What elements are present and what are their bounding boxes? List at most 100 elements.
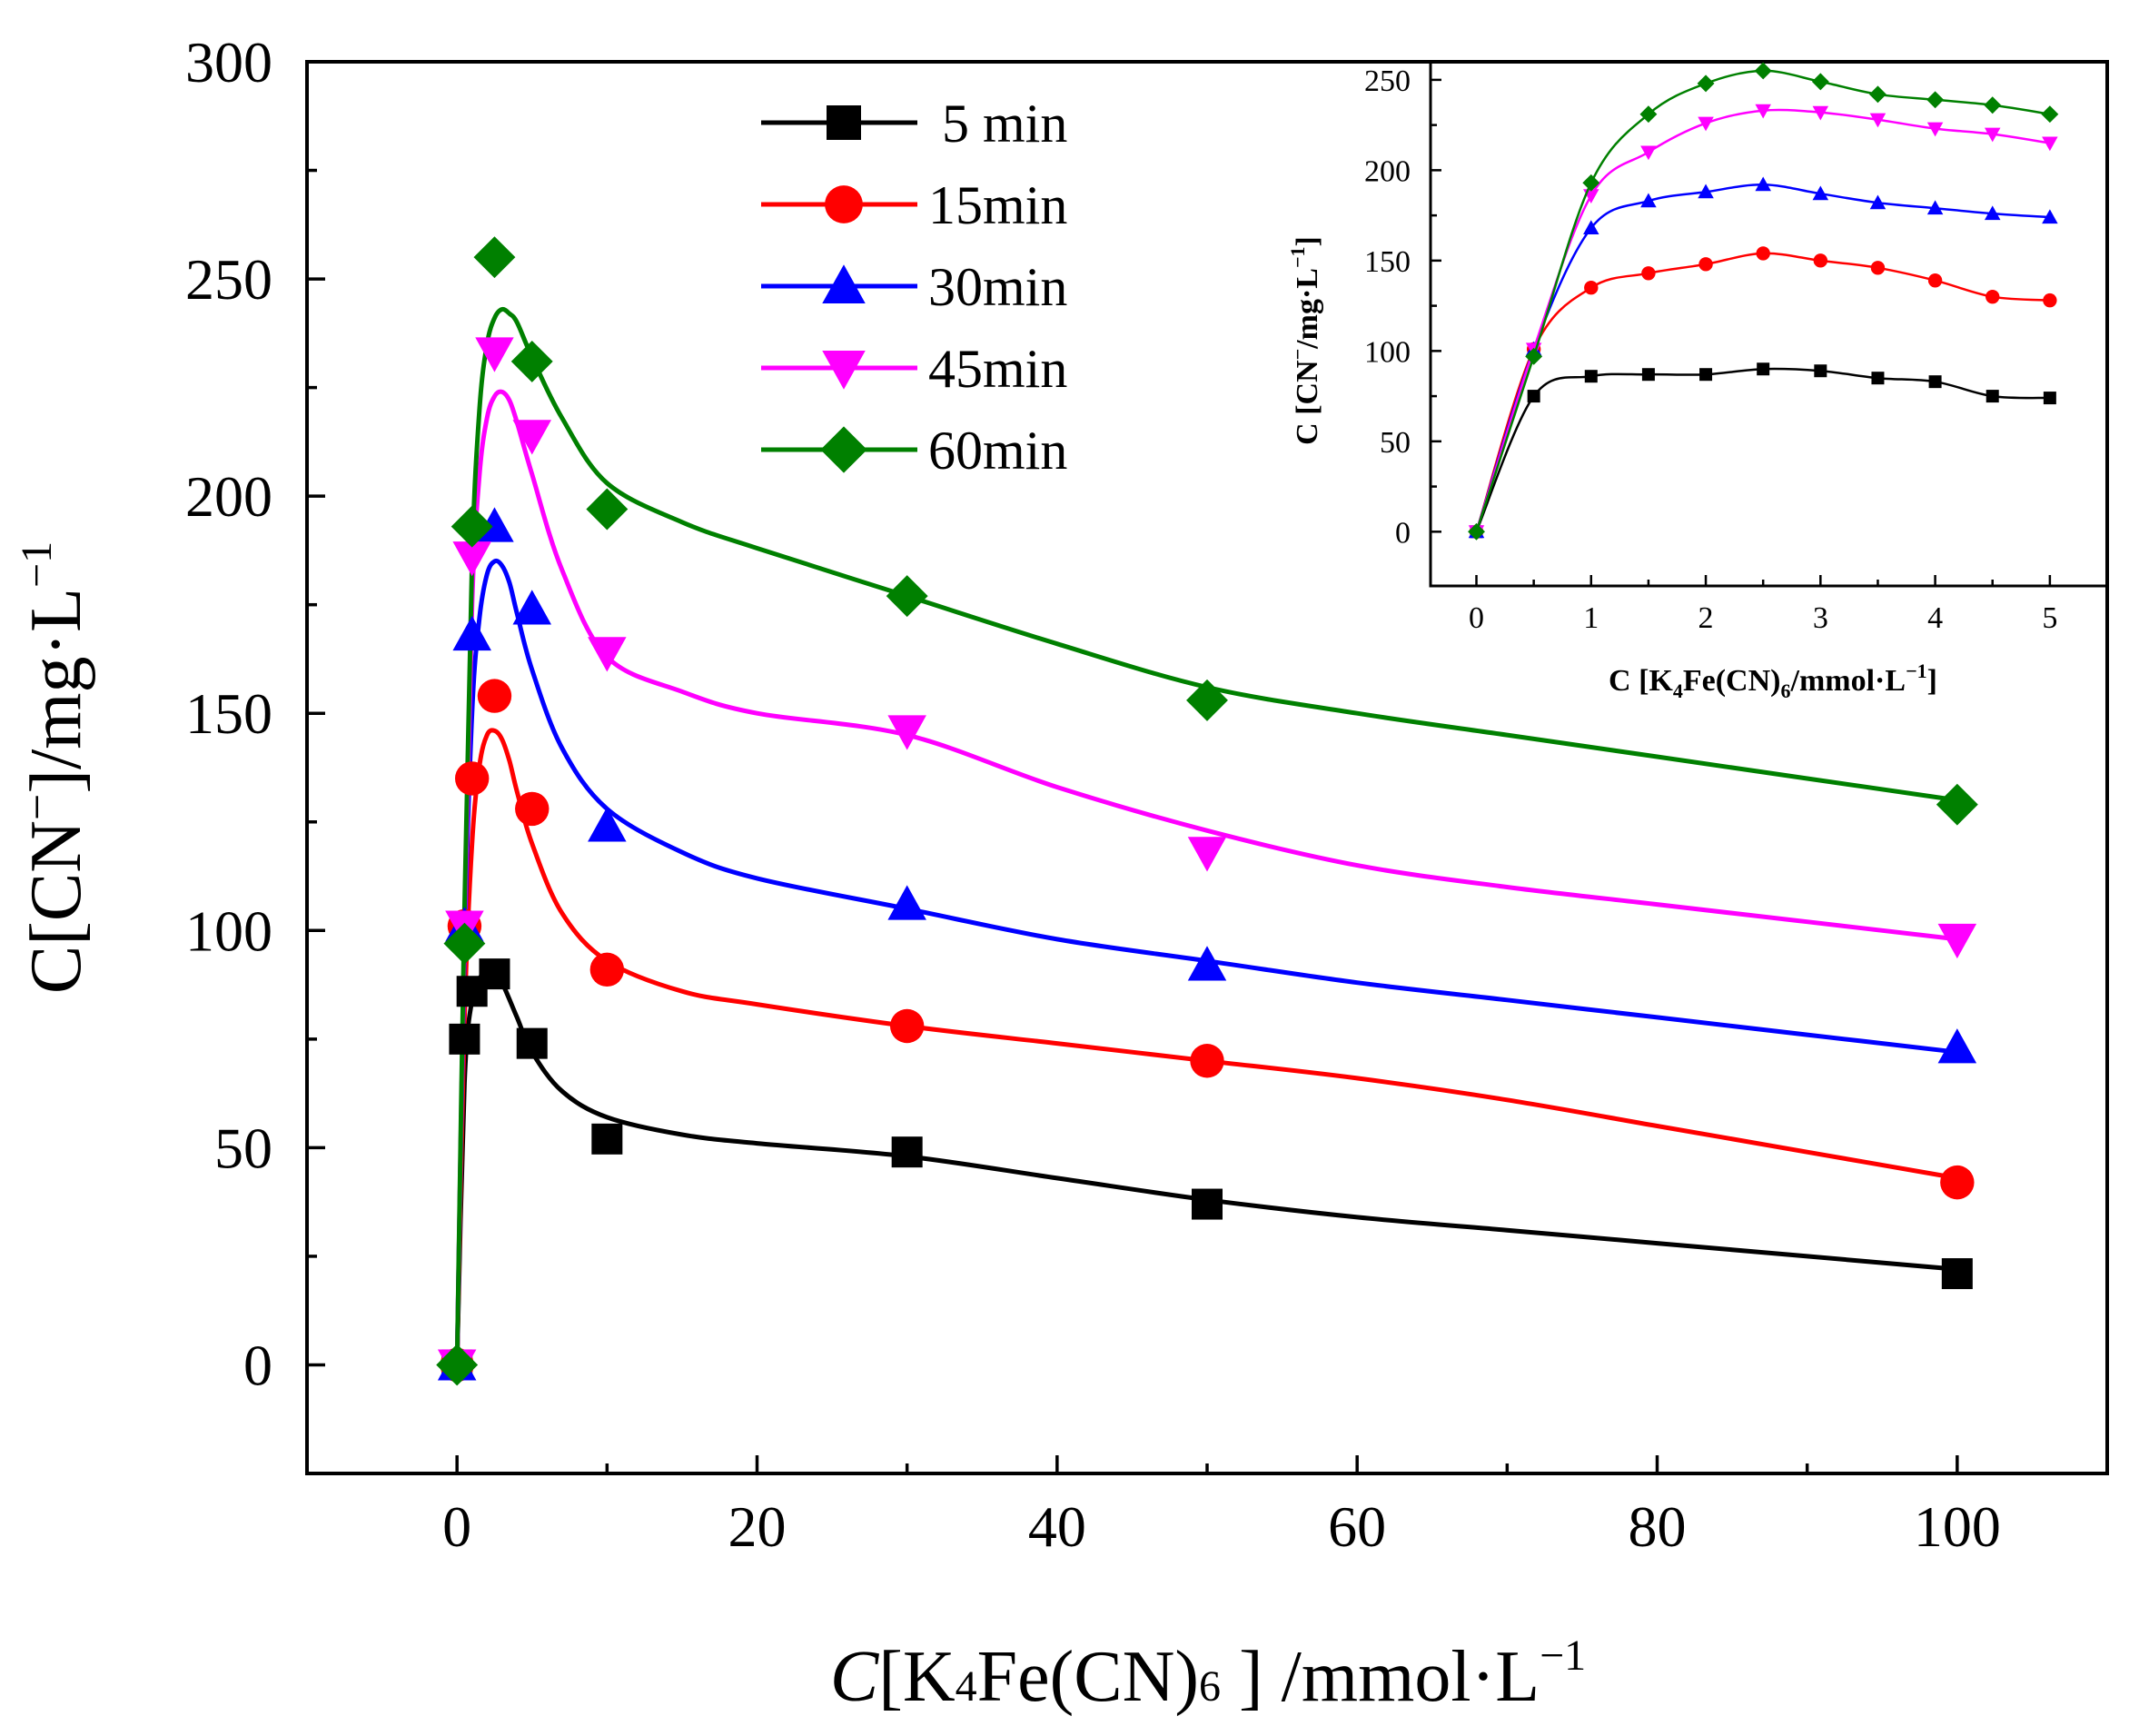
x-title-subscript: 4 [956,1662,977,1711]
x-title-part: [K [878,1637,955,1717]
inset-data-point [1926,122,1944,137]
inset-data-point [2043,293,2057,308]
main-data-point [1190,1044,1224,1078]
main-data-point [887,715,926,750]
main-markers-60min [436,236,1978,1386]
x-title-superscript: −1 [1540,1632,1586,1680]
inset-data-point [1640,193,1657,208]
main-data-point [886,575,928,618]
x-title-part: /mmol·L [1790,664,1906,698]
main-plot-frame [305,60,2109,1475]
main-data-point [452,541,491,577]
main-y-tick-label: 300 [185,30,272,94]
inset-data-point [1811,73,1829,91]
inset-data-point [1584,281,1599,295]
inset-data-point [1697,74,1715,93]
main-data-point [1941,1258,1973,1290]
x-title-part: Fe(CN) [977,1637,1199,1717]
main-data-point [591,1123,623,1155]
legend-label: 30min [928,257,1067,317]
main-y-tick-label: 0 [243,1333,272,1397]
legend-label: 45min [928,339,1067,399]
main-x-axis-title: C[K4Fe(CN)6 ] /mmol·L−1 [830,1632,1586,1717]
y-title-superscript: − [12,794,64,820]
inset-data-point [1756,246,1770,261]
main-data-point [1186,679,1228,721]
inset-data-point [1986,289,2000,304]
main-data-point [516,1027,548,1059]
main-markers-5-min [441,958,1973,1381]
main-y-axis-title: C[CN−]/mg·L−1 [12,541,96,994]
inset-line [1475,252,2050,532]
legend-item: 60min [761,421,1067,481]
legend: 5 min 15min 30min 45min 60min [761,94,1067,481]
main-data-point [512,420,551,455]
inset-data-point [1757,362,1770,376]
inset-series-60min [1468,62,2059,541]
main-data-point [443,922,486,965]
inset-y-tick-label: 250 [1364,64,1411,98]
inset-data-point [1984,205,2001,221]
inset-x-tick-label: 0 [1469,601,1484,635]
inset-data-point [1928,375,1942,389]
main-y-tick-label: 250 [185,247,272,312]
legend-item: 30min [761,257,1067,317]
x-title-part: Fe(CN) [1683,664,1781,698]
inset-line [1475,184,2050,532]
legend-item: 5 min [761,94,1067,154]
y-title-part: C[CN [16,820,96,994]
main-fit-curve [454,558,1958,1365]
main-data-point [512,590,551,625]
inset-x-tick-label: 3 [1813,601,1828,635]
inset-data-point [1754,62,1772,80]
main-data-point [449,1023,480,1055]
inset-data-point [2042,209,2058,224]
inset-data-point [1641,368,1655,382]
legend-item: 45min [761,339,1067,399]
inset-y-tick-label: 150 [1364,245,1411,279]
inset-x-tick-label: 4 [1927,601,1943,635]
x-title-superscript: −1 [1906,660,1927,682]
inset-data-point [1584,370,1598,383]
x-title-part: C [K [1609,664,1673,698]
inset-data-point [1639,105,1658,124]
main-chart: 0 20 40 60 80 100050100150200250300C[K4Fe(CN)… [12,30,2109,1717]
inset-x-tick-label: 1 [1583,601,1599,635]
main-data-point [510,340,553,382]
x-title-subscript: 6 [1199,1662,1221,1711]
main-data-point [451,505,493,548]
inset-data-point [2042,136,2058,152]
main-data-point [1936,783,1978,826]
inset-data-point [1984,127,2001,143]
inset-data-point [1699,368,1713,382]
main-data-point [1940,1165,1975,1200]
inset-data-point [1525,347,1543,365]
main-markers-15min [440,679,1975,1383]
y-title-superscript: − [1286,349,1309,361]
inset-data-point [2043,392,2056,405]
main-data-point [889,1008,925,1044]
inset-data-point [1698,257,1713,272]
legend-marker [822,351,866,390]
inset-series-30min [1468,176,2058,539]
inset-data-point [1698,116,1714,132]
y-title-part: ]/mg·L [16,588,96,794]
main-x-tick-label: 0 [442,1494,471,1559]
x-title-part: ] /mmol·L [1221,1637,1540,1717]
main-markers-45min [437,337,1977,1384]
main-data-point [1937,923,1977,959]
inset-line [1475,69,2051,532]
inset-series-45min [1468,104,2058,541]
main-x-tick-label: 40 [1028,1494,1086,1559]
inset-data-point [1871,372,1885,385]
inset-data-point [1812,185,1829,201]
inset-x-tick-label: 2 [1698,601,1714,635]
inset-data-point [1583,220,1599,235]
main-data-point [1192,1188,1223,1220]
main-data-point [588,637,627,672]
main-data-point [479,958,510,990]
legend-label: 15min [928,175,1067,235]
inset-data-point [1698,184,1714,199]
